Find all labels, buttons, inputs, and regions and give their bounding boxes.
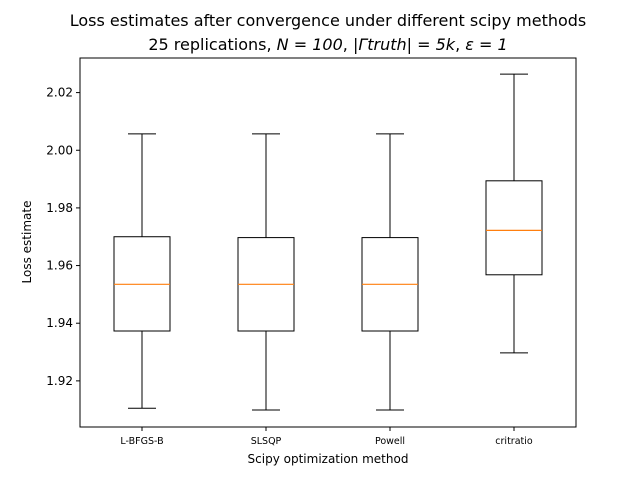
chart-title: Loss estimates after convergence under d… bbox=[70, 11, 587, 30]
y-tick-label: 1.92 bbox=[46, 374, 73, 388]
x-tick-label: SLSQP bbox=[251, 436, 282, 447]
x-tick-label: Powell bbox=[375, 436, 405, 447]
x-axis-label: Scipy optimization method bbox=[248, 452, 409, 466]
plot-area: 1.92 1.94 1.96 1.98 2.00 2.02 L-BFGS-B SLSQP Pow… bbox=[46, 73, 543, 447]
y-tick-label: 1.94 bbox=[46, 316, 73, 330]
box-powell bbox=[361, 133, 419, 411]
plot-frame bbox=[79, 57, 577, 428]
y-axis-label: Loss estimate bbox=[20, 201, 34, 284]
x-tick-label: critratio bbox=[495, 436, 533, 447]
y-tick-label: 2.00 bbox=[46, 143, 73, 157]
y-tick-label: 1.96 bbox=[46, 259, 73, 273]
x-tick-label: L-BFGS-B bbox=[120, 436, 163, 447]
subtitle-replications: 25 replications, bbox=[148, 35, 271, 54]
iqr-box bbox=[485, 180, 543, 276]
subtitle-n: N = 100 bbox=[277, 35, 343, 54]
subtitle-epsilon: ε = 1 bbox=[465, 35, 507, 54]
y-tick-label: 2.02 bbox=[46, 86, 73, 100]
box-critratio bbox=[485, 73, 543, 354]
box-l-bfgs-b bbox=[113, 133, 171, 409]
chart-subtitle: 25 replications, N = 100, |Γtruth| = 5k,… bbox=[148, 35, 507, 54]
box-slsqp bbox=[237, 133, 295, 411]
y-tick-label: 1.98 bbox=[46, 201, 73, 215]
subtitle-gamma: |Γtruth| = 5k bbox=[353, 35, 456, 54]
